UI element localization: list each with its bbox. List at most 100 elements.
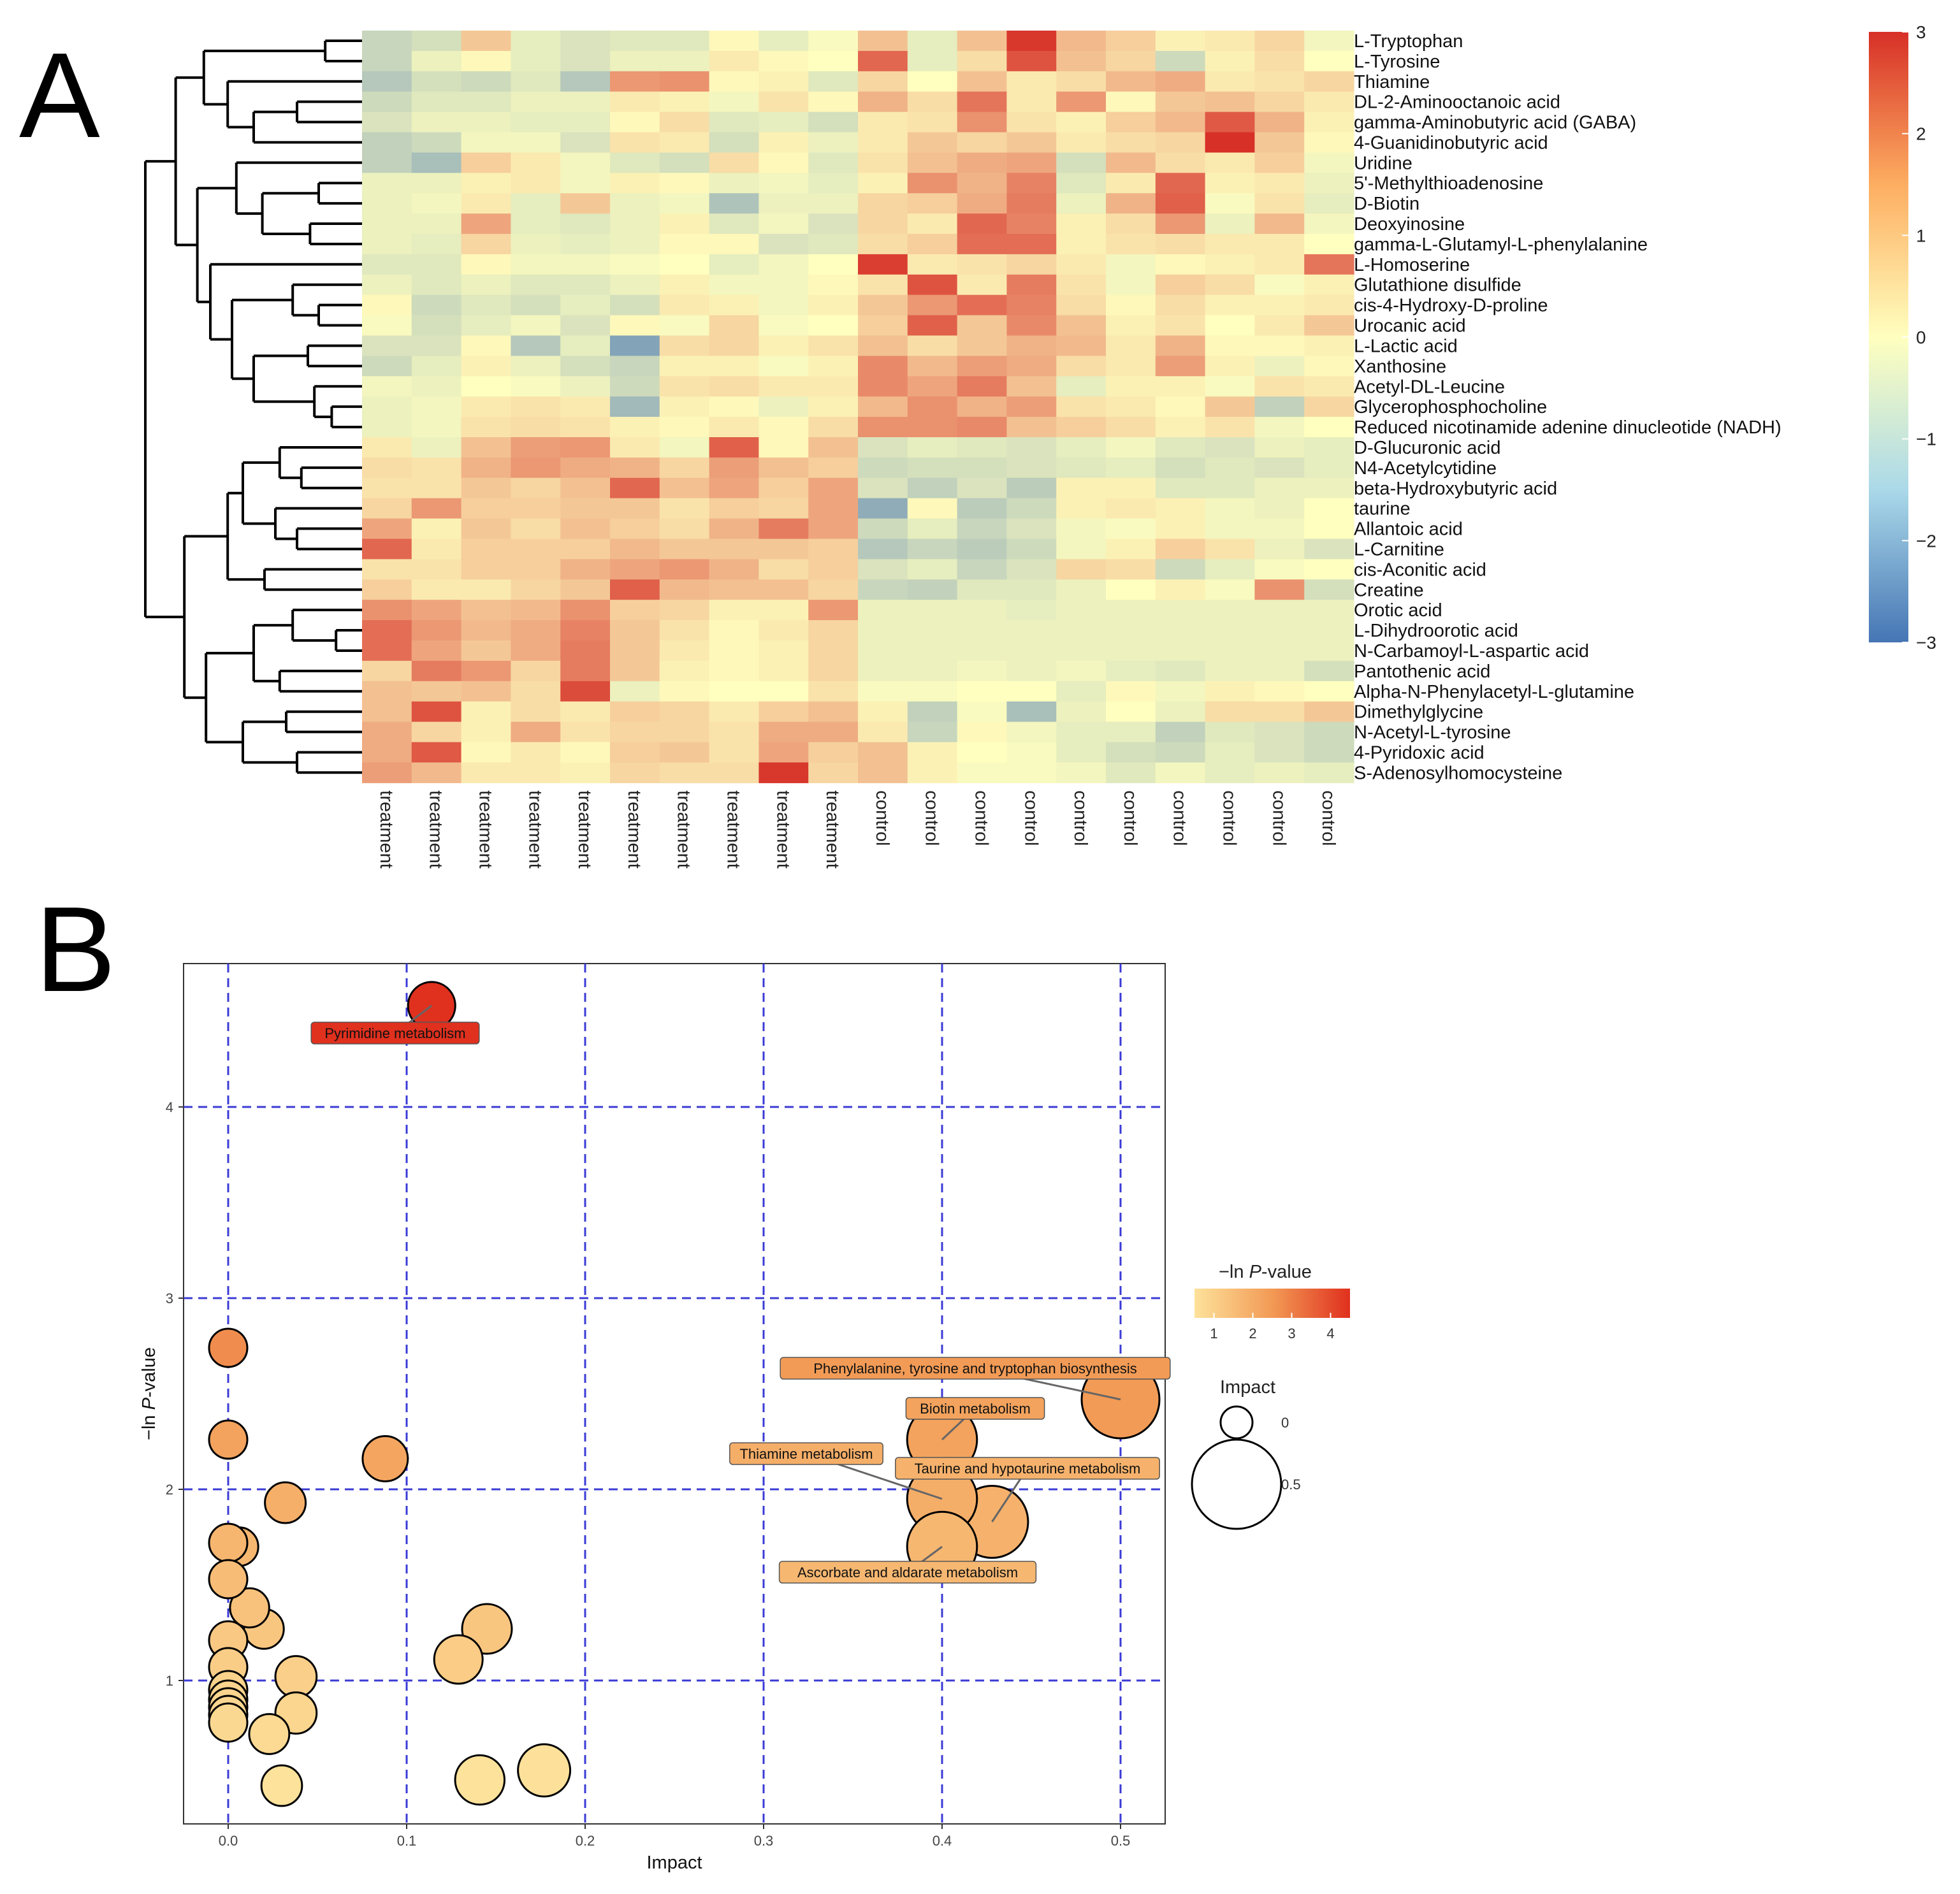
column-label: treatment: [674, 790, 694, 869]
heat-cell: [1006, 660, 1057, 682]
x-tick-label: 0.3: [754, 1833, 774, 1849]
heat-cell: [1056, 600, 1107, 621]
heat-cell: [362, 112, 412, 133]
heat-cell: [1056, 518, 1107, 540]
heat-cell: [1304, 274, 1354, 296]
heat-cell: [1254, 559, 1305, 580]
heat-cell: [411, 396, 462, 417]
heat-cell: [907, 356, 958, 377]
heat-cell: [957, 681, 1007, 702]
heat-cell: [1304, 335, 1354, 356]
heat-cell: [560, 681, 611, 702]
x-tick-label: 0.4: [933, 1833, 952, 1849]
heat-cell: [659, 640, 710, 661]
heat-cell: [411, 274, 462, 296]
heat-cell: [957, 559, 1007, 580]
heat-cell: [659, 132, 710, 153]
heat-cell: [610, 152, 660, 173]
heat-cell: [858, 539, 908, 560]
heat-cell: [759, 681, 809, 702]
heat-cell: [1205, 315, 1255, 336]
heat-cell: [759, 396, 809, 417]
heat-cell: [907, 31, 958, 52]
heat-cell: [362, 31, 412, 52]
heat-cell: [1106, 660, 1156, 682]
heat-cell: [1205, 376, 1255, 397]
heat-cell: [1106, 681, 1156, 702]
heat-cell: [1106, 254, 1156, 275]
pathway-label-box: [778, 1561, 1037, 1584]
row-label: Orotic acid: [1354, 600, 1442, 621]
row-label: DL-2-Aminooctanoic acid: [1354, 92, 1560, 113]
column-label: treatment: [574, 790, 595, 869]
heat-cell: [560, 112, 611, 133]
pathway-label-box: [895, 1457, 1160, 1480]
heat-cell: [1006, 579, 1057, 600]
heat-cell: [1304, 213, 1354, 235]
heat-cell: [1006, 640, 1057, 661]
heat-cell: [1254, 274, 1305, 296]
pathway-bubble: [433, 1634, 484, 1685]
heat-cell: [362, 762, 412, 783]
heatmap-colorbar: 3 2 1 0 −1 −2 −3: [1869, 22, 1936, 653]
heat-cell: [808, 640, 859, 661]
heat-cell: [1006, 335, 1057, 356]
heatmap-cells: [362, 31, 1354, 783]
heat-cell: [411, 91, 462, 113]
column-label: treatment: [475, 790, 496, 869]
heat-cell: [511, 234, 561, 255]
heat-cell: [1254, 152, 1305, 173]
heat-cell: [858, 294, 908, 316]
heat-cell: [1006, 559, 1057, 580]
heat-cell: [362, 152, 412, 173]
heat-cell: [907, 579, 958, 600]
heat-cell: [759, 274, 809, 296]
heat-cell: [709, 132, 759, 153]
size-legend: 00.5: [1191, 1405, 1301, 1530]
heat-cell: [1205, 254, 1255, 275]
heat-cell: [1205, 294, 1255, 316]
heat-cell: [1205, 600, 1255, 621]
heat-cell: [659, 254, 710, 275]
heat-cell: [759, 417, 809, 438]
heat-cell: [907, 294, 958, 316]
y-tick-label: 2: [166, 1482, 173, 1498]
heat-cell: [610, 762, 660, 783]
heat-cell: [907, 600, 958, 621]
heat-cell: [1006, 518, 1057, 540]
heat-cell: [709, 274, 759, 296]
heat-cell: [1254, 193, 1305, 214]
heat-cell: [610, 559, 660, 580]
heat-cell: [858, 417, 908, 438]
heat-cell: [808, 294, 859, 316]
heat-cell: [709, 315, 759, 336]
heat-cell: [511, 721, 561, 743]
row-label: Pantothenic acid: [1354, 661, 1490, 682]
heat-cell: [1106, 173, 1156, 194]
heat-cell: [461, 356, 511, 377]
heat-cell: [808, 742, 859, 763]
heat-cell: [511, 213, 561, 235]
heat-cell: [709, 579, 759, 600]
row-dendrogram: [144, 40, 362, 774]
heat-cell: [362, 356, 412, 377]
heat-cell: [362, 193, 412, 214]
heat-cell: [759, 254, 809, 275]
heat-cell: [957, 91, 1007, 113]
heat-cell: [610, 193, 660, 214]
heat-cell: [1304, 31, 1354, 52]
heat-cell: [1006, 396, 1057, 417]
y-tick-label: 3: [166, 1290, 173, 1306]
heat-cell: [1056, 681, 1107, 702]
heat-cell: [1056, 91, 1107, 113]
heat-cell: [1056, 376, 1107, 397]
heat-cell: [858, 660, 908, 682]
heat-cell: [659, 477, 710, 499]
heat-cell: [1254, 132, 1305, 153]
heat-cell: [759, 518, 809, 540]
heat-cell: [1106, 31, 1156, 52]
heat-cell: [1006, 721, 1057, 743]
heat-cell: [1304, 742, 1354, 763]
heat-cell: [1006, 417, 1057, 438]
heat-cell: [659, 356, 710, 377]
